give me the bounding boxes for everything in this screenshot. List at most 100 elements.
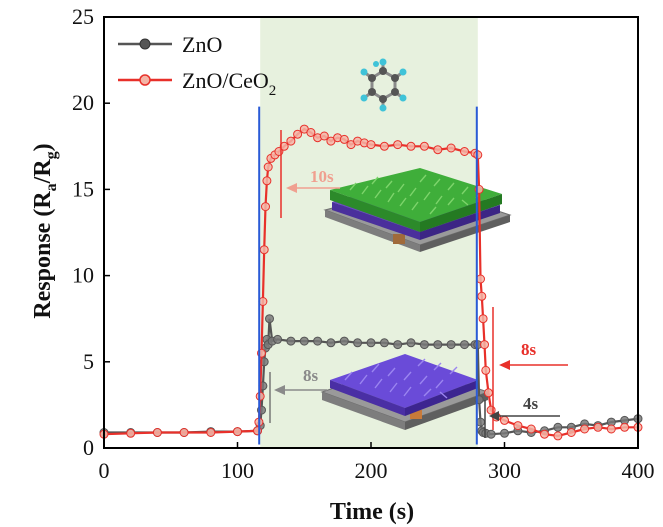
- data-point: [620, 422, 630, 432]
- annotation-8s-gray-label: 8s: [303, 366, 319, 385]
- y-tick-label: 10: [72, 263, 94, 288]
- data-point: [553, 422, 563, 432]
- data-point: [339, 336, 349, 346]
- series-layer: [99, 124, 643, 441]
- data-point: [262, 176, 272, 186]
- data-point: [481, 365, 491, 375]
- data-point: [206, 428, 216, 437]
- data-point: [313, 336, 323, 346]
- x-tick-label: 0: [99, 458, 110, 483]
- data-point: [446, 143, 456, 153]
- y-axis-title-main: Response (R: [30, 191, 56, 319]
- data-point: [261, 202, 270, 212]
- data-point: [526, 424, 536, 434]
- data-point: [126, 428, 136, 438]
- data-point: [540, 429, 549, 439]
- y-axis-title-mid: /R: [30, 159, 56, 185]
- benzene-molecule-icon: [360, 58, 407, 112]
- data-point: [477, 291, 487, 301]
- data-point: [339, 134, 349, 144]
- data-point: [286, 136, 296, 146]
- data-point: [263, 162, 273, 172]
- data-point: [179, 428, 189, 437]
- data-point: [279, 141, 289, 151]
- data-point: [366, 338, 376, 348]
- data-point: [446, 340, 456, 350]
- annotation-10s: 10s: [280, 130, 340, 218]
- data-point: [319, 131, 329, 141]
- data-point: [306, 128, 316, 137]
- annotation-8s-gray: 8s: [269, 366, 327, 423]
- data-point: [580, 424, 590, 434]
- legend-item-zno: ZnO: [118, 32, 222, 57]
- legend-label-zno-ceo2: ZnO/CeO2: [182, 68, 276, 99]
- y-tick-label: 20: [72, 90, 94, 115]
- legend-item-zno-ceo2: ZnO/CeO2: [118, 68, 276, 99]
- data-point: [513, 421, 523, 431]
- data-point: [500, 415, 509, 425]
- data-point: [393, 140, 403, 150]
- series-zno-ceo2: [99, 124, 643, 441]
- legend: ZnO ZnO/CeO2: [118, 32, 276, 99]
- data-point: [286, 336, 296, 346]
- data-point: [379, 338, 389, 348]
- data-point: [593, 422, 603, 432]
- data-point: [233, 427, 242, 437]
- data-point: [500, 428, 509, 438]
- x-tick-label: 200: [355, 458, 388, 483]
- data-point: [486, 429, 496, 439]
- data-point: [366, 140, 376, 150]
- data-point: [478, 314, 488, 324]
- data-point: [299, 336, 309, 346]
- data-point: [480, 340, 489, 350]
- sensor-film-purple-icon: [320, 354, 490, 430]
- y-tick-label: 25: [72, 4, 94, 29]
- legend-label-zno: ZnO: [182, 32, 222, 57]
- data-point: [484, 388, 493, 398]
- data-point: [419, 340, 429, 350]
- data-point: [353, 338, 363, 348]
- y-tick-label: 15: [72, 176, 94, 201]
- annotation-8s-red-label: 8s: [521, 340, 537, 359]
- data-point: [419, 141, 429, 151]
- data-point: [460, 340, 469, 350]
- data-point: [486, 405, 496, 415]
- annotation-8s-red: 8s: [492, 307, 568, 430]
- data-point: [393, 340, 403, 350]
- data-point: [406, 338, 416, 348]
- data-point: [293, 129, 303, 139]
- data-point: [326, 338, 336, 348]
- data-point: [253, 426, 262, 436]
- x-tick-label: 300: [488, 458, 521, 483]
- data-point: [265, 314, 274, 324]
- y-axis: 0 5 10 15 20 25: [72, 4, 110, 460]
- y-axis-title: Response (Ra/Rg): [30, 143, 60, 318]
- data-point: [152, 428, 162, 437]
- gas-switch-markers: [258, 106, 478, 445]
- annotation-4s-label: 4s: [523, 394, 539, 413]
- x-axis: 0 100 200 300 400: [99, 442, 655, 483]
- data-point: [553, 431, 563, 441]
- data-point: [255, 391, 265, 401]
- data-point: [606, 424, 616, 434]
- x-tick-label: 100: [221, 458, 254, 483]
- data-point: [379, 141, 389, 151]
- data-point: [460, 147, 469, 156]
- data-point: [566, 428, 576, 437]
- y-tick-label: 5: [83, 349, 94, 374]
- annotation-10s-label: 10s: [310, 167, 334, 186]
- annotation-4s: 4s: [484, 394, 560, 438]
- data-point: [259, 245, 269, 255]
- x-axis-title: Time (s): [330, 499, 414, 525]
- y-axis-title-sub-a: a: [43, 183, 60, 191]
- data-point: [406, 141, 416, 151]
- data-point: [433, 340, 443, 350]
- sensor-film-green-icon: [323, 168, 512, 252]
- y-axis-title-end: ): [30, 143, 56, 151]
- y-axis-title-sub-g: g: [43, 151, 60, 159]
- y-tick-label: 0: [83, 435, 94, 460]
- data-point: [273, 334, 283, 344]
- data-point: [433, 145, 443, 155]
